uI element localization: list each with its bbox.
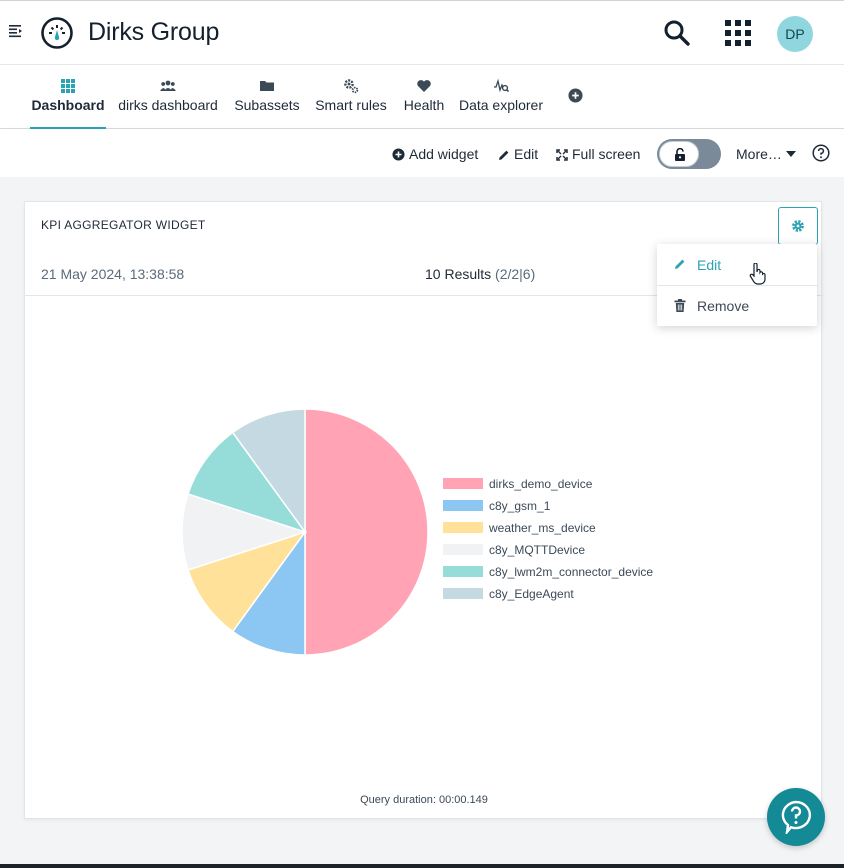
pie-slice-c8y-edgeagent[interactable] [231,408,306,535]
legend-label: dirks_demo_device [489,477,593,491]
add-widget-label: Add widget [409,146,479,162]
help-bubble-icon [781,800,812,834]
widget-edit-menu-item[interactable]: Edit [657,245,817,285]
gear-icon [792,220,804,232]
query-duration: Query duration: 00:00.149 [360,794,488,806]
tab-smart-rules[interactable]: Smart rules [312,65,390,128]
widget-settings-dropdown: Edit Remove [657,244,817,326]
search-icon[interactable] [663,19,691,47]
legend-swatch [443,566,483,577]
help-icon[interactable] [812,144,830,162]
data-explorer-icon [494,78,509,93]
dashboard-action-bar: Add widget Edit Full screen More… [0,129,844,177]
remove-menu-label: Remove [697,298,750,314]
legend-label: weather_ms_device [489,521,596,535]
gauge-logo-icon [41,17,73,49]
tab-label: dirks dashboard [118,97,218,113]
results-count: 10 Results (2/2|6) [425,266,535,282]
pie-slice-c8y-lwm2m-connector-device[interactable] [187,431,307,534]
tab-label: Smart rules [315,97,387,113]
cogs-icon [344,79,359,94]
add-widget-button[interactable]: Add widget [392,145,478,163]
tab-health[interactable]: Health [400,65,448,128]
top-bar: Dirks Group DP [0,0,844,65]
full-screen-label: Full screen [572,146,641,162]
tab-subassets[interactable]: Subassets [232,65,302,128]
dashboard-icon [61,79,75,93]
tab-dirks-dashboard[interactable]: dirks dashboard [114,65,222,128]
tab-data-explorer[interactable]: Data explorer [456,65,546,128]
edit-menu-label: Edit [697,257,722,273]
more-menu-button[interactable]: More… [736,145,796,163]
results-detail: (2/2|6) [495,266,536,282]
more-label: More… [736,146,782,162]
edit-label: Edit [514,146,539,162]
pie-slice-dirks-demo-device[interactable] [304,408,429,656]
pencil-icon [499,150,509,160]
legend-swatch [443,522,483,533]
help-chat-button[interactable] [767,788,825,846]
app-title: Dirks Group [88,18,220,46]
user-avatar[interactable]: DP [777,16,813,52]
heart-icon [417,80,431,92]
legend-swatch [443,478,483,489]
widget-info-row: 21 May 2024, 13:38:58 10 Results (2/2|6) [25,250,823,296]
menu-icon[interactable] [8,23,24,39]
tab-label: Dashboard [31,97,105,113]
trash-icon [674,299,686,312]
legend-item[interactable]: weather_ms_device [443,517,653,539]
pie-slice-weather-ms-device[interactable] [187,530,307,633]
lock-toggle-knob [659,141,699,167]
plus-circle-icon [392,148,405,161]
tab-label: Subassets [234,97,300,113]
bottom-edge [0,864,844,868]
legend-swatch [443,544,483,555]
pie-slice-c8y-mqttdevice[interactable] [181,493,308,571]
legend-label: c8y_MQTTDevice [489,543,586,557]
lock-toggle[interactable] [657,139,721,169]
dashboard-canvas: KPI AGGREGATOR WIDGET 21 May 2024, 13:38… [0,177,844,868]
widget-settings-button[interactable] [778,207,818,245]
legend-item[interactable]: c8y_MQTTDevice [443,539,653,561]
legend-label: c8y_EdgeAgent [489,587,574,601]
tab-label: Data explorer [458,97,544,113]
tab-label: Health [403,97,445,113]
expand-icon [556,149,568,161]
caret-down-icon [785,151,796,157]
app-switcher-icon[interactable] [725,20,751,46]
unlock-icon [675,148,685,161]
legend-item[interactable]: dirks_demo_device [443,473,653,495]
tab-dashboard[interactable]: Dashboard [30,65,106,129]
legend-swatch [443,588,483,599]
full-screen-button[interactable]: Full screen [556,145,640,163]
menu-divider [657,285,817,286]
users-icon [160,80,176,91]
add-tab-icon[interactable] [568,88,583,103]
chart-legend: dirks_demo_device c8y_gsm_1 weather_ms_dev… [443,473,653,605]
tab-bar: Dashboard dirks dashboard Subassets Smar… [0,65,844,129]
legend-item[interactable]: c8y_EdgeAgent [443,583,653,605]
results-count-value: 10 Results [425,266,492,282]
query-timestamp: 21 May 2024, 13:38:58 [41,266,185,282]
widget-remove-menu-item[interactable]: Remove [657,286,817,326]
pie-chart [181,408,429,656]
legend-label: c8y_gsm_1 [489,499,551,513]
pencil-icon [675,259,685,269]
legend-item[interactable]: c8y_lwm2m_connector_device [443,561,653,583]
active-tab-indicator [30,127,106,129]
hand-pointer-cursor-icon [749,263,766,285]
widget-title: KPI AGGREGATOR WIDGET [41,218,206,232]
legend-item[interactable]: c8y_gsm_1 [443,495,653,517]
pie-slice-c8y-gsm-1[interactable] [231,529,306,656]
legend-swatch [443,500,483,511]
folder-icon [260,81,274,91]
edit-dashboard-button[interactable]: Edit [498,145,538,163]
legend-label: c8y_lwm2m_connector_device [489,565,654,579]
